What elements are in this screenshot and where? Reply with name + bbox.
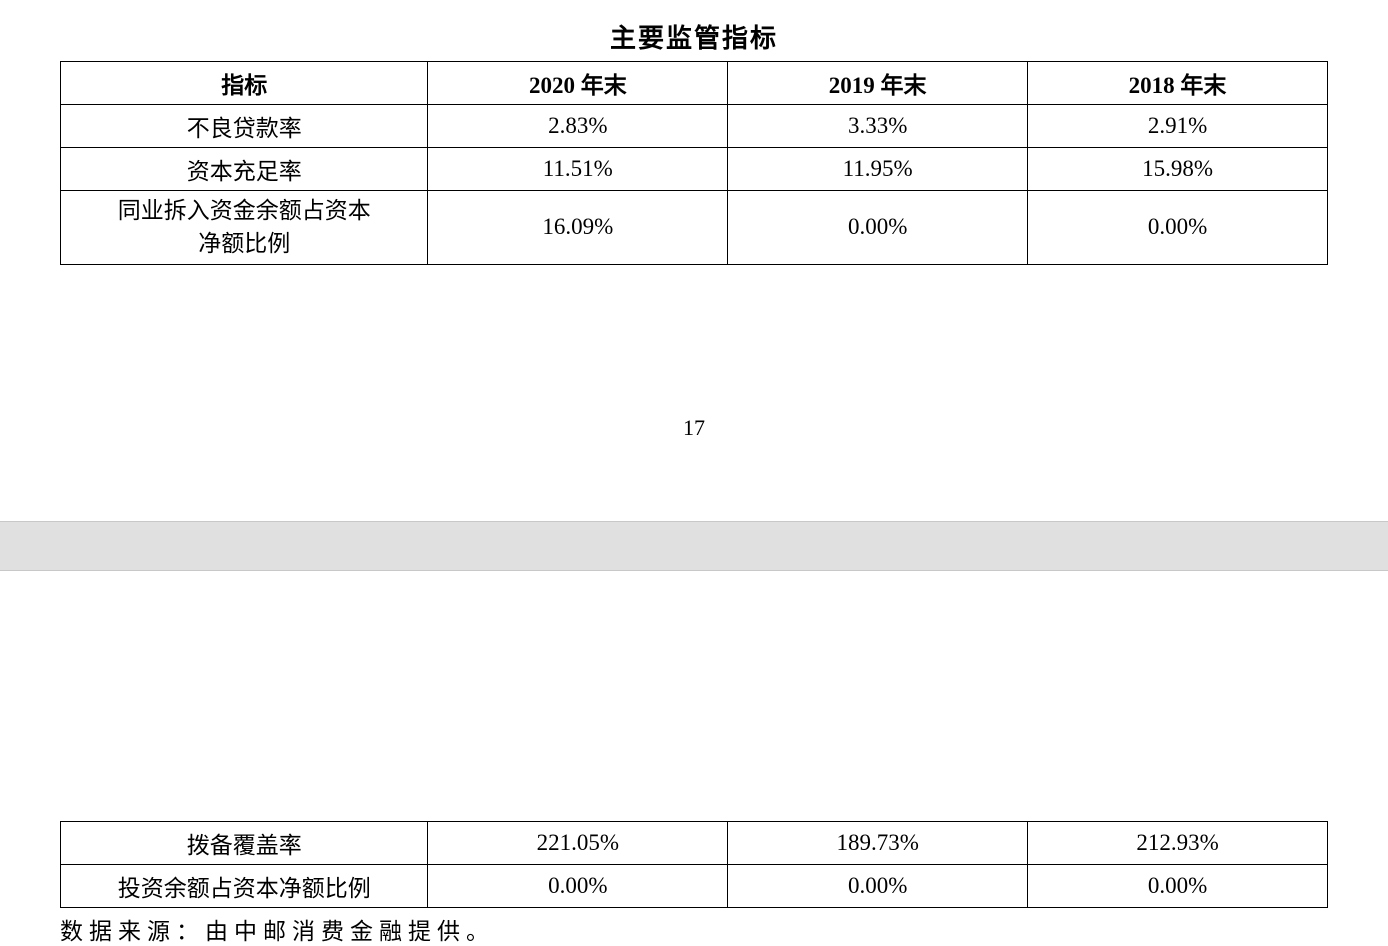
table-row: 资本充足率 11.51% 11.95% 15.98% bbox=[61, 148, 1328, 191]
header-indicator: 指标 bbox=[61, 62, 428, 105]
table-title: 主要监管指标 bbox=[0, 18, 1388, 55]
bottom-table-container: 拨备覆盖率 221.05% 189.73% 212.93% 投资余额占资本净额比… bbox=[60, 821, 1328, 908]
cell-indicator: 资本充足率 bbox=[61, 148, 428, 191]
page-top-section: 主要监管指标 指标 2020 年末 2019 年末 2018 年末 不良贷款率 … bbox=[0, 0, 1388, 441]
table-header-row: 指标 2020 年末 2019 年末 2018 年末 bbox=[61, 62, 1328, 105]
continued-indicators-table: 拨备覆盖率 221.05% 189.73% 212.93% 投资余额占资本净额比… bbox=[60, 821, 1328, 908]
cell-2018: 15.98% bbox=[1028, 148, 1328, 191]
cell-2019: 0.00% bbox=[728, 865, 1028, 908]
cell-indicator: 同业拆入资金余额占资本净额比例 bbox=[61, 191, 428, 265]
page-number: 17 bbox=[0, 415, 1388, 441]
cell-2018: 2.91% bbox=[1028, 105, 1328, 148]
cell-2018: 0.00% bbox=[1028, 865, 1328, 908]
header-2018: 2018 年末 bbox=[1028, 62, 1328, 105]
header-2020: 2020 年末 bbox=[428, 62, 728, 105]
page-gap bbox=[0, 521, 1388, 571]
cell-2019: 0.00% bbox=[728, 191, 1028, 265]
cell-indicator: 拨备覆盖率 bbox=[61, 822, 428, 865]
table-row: 投资余额占资本净额比例 0.00% 0.00% 0.00% bbox=[61, 865, 1328, 908]
cell-2019: 3.33% bbox=[728, 105, 1028, 148]
cell-2019: 189.73% bbox=[728, 822, 1028, 865]
cell-2020: 11.51% bbox=[428, 148, 728, 191]
table-row: 拨备覆盖率 221.05% 189.73% 212.93% bbox=[61, 822, 1328, 865]
cell-2018: 212.93% bbox=[1028, 822, 1328, 865]
cell-indicator: 投资余额占资本净额比例 bbox=[61, 865, 428, 908]
cell-2020: 16.09% bbox=[428, 191, 728, 265]
cell-2020: 2.83% bbox=[428, 105, 728, 148]
cell-2019: 11.95% bbox=[728, 148, 1028, 191]
header-2019: 2019 年末 bbox=[728, 62, 1028, 105]
top-table-container: 指标 2020 年末 2019 年末 2018 年末 不良贷款率 2.83% 3… bbox=[60, 61, 1328, 265]
page-bottom-section: 拨备覆盖率 221.05% 189.73% 212.93% 投资余额占资本净额比… bbox=[0, 571, 1388, 946]
regulatory-indicators-table: 指标 2020 年末 2019 年末 2018 年末 不良贷款率 2.83% 3… bbox=[60, 61, 1328, 265]
cell-2020: 0.00% bbox=[428, 865, 728, 908]
table-row: 不良贷款率 2.83% 3.33% 2.91% bbox=[61, 105, 1328, 148]
data-source-footnote: 数据来源：由中邮消费金融提供。 bbox=[60, 912, 1328, 946]
table-row: 同业拆入资金余额占资本净额比例 16.09% 0.00% 0.00% bbox=[61, 191, 1328, 265]
cell-2018: 0.00% bbox=[1028, 191, 1328, 265]
cell-2020: 221.05% bbox=[428, 822, 728, 865]
cell-indicator: 不良贷款率 bbox=[61, 105, 428, 148]
